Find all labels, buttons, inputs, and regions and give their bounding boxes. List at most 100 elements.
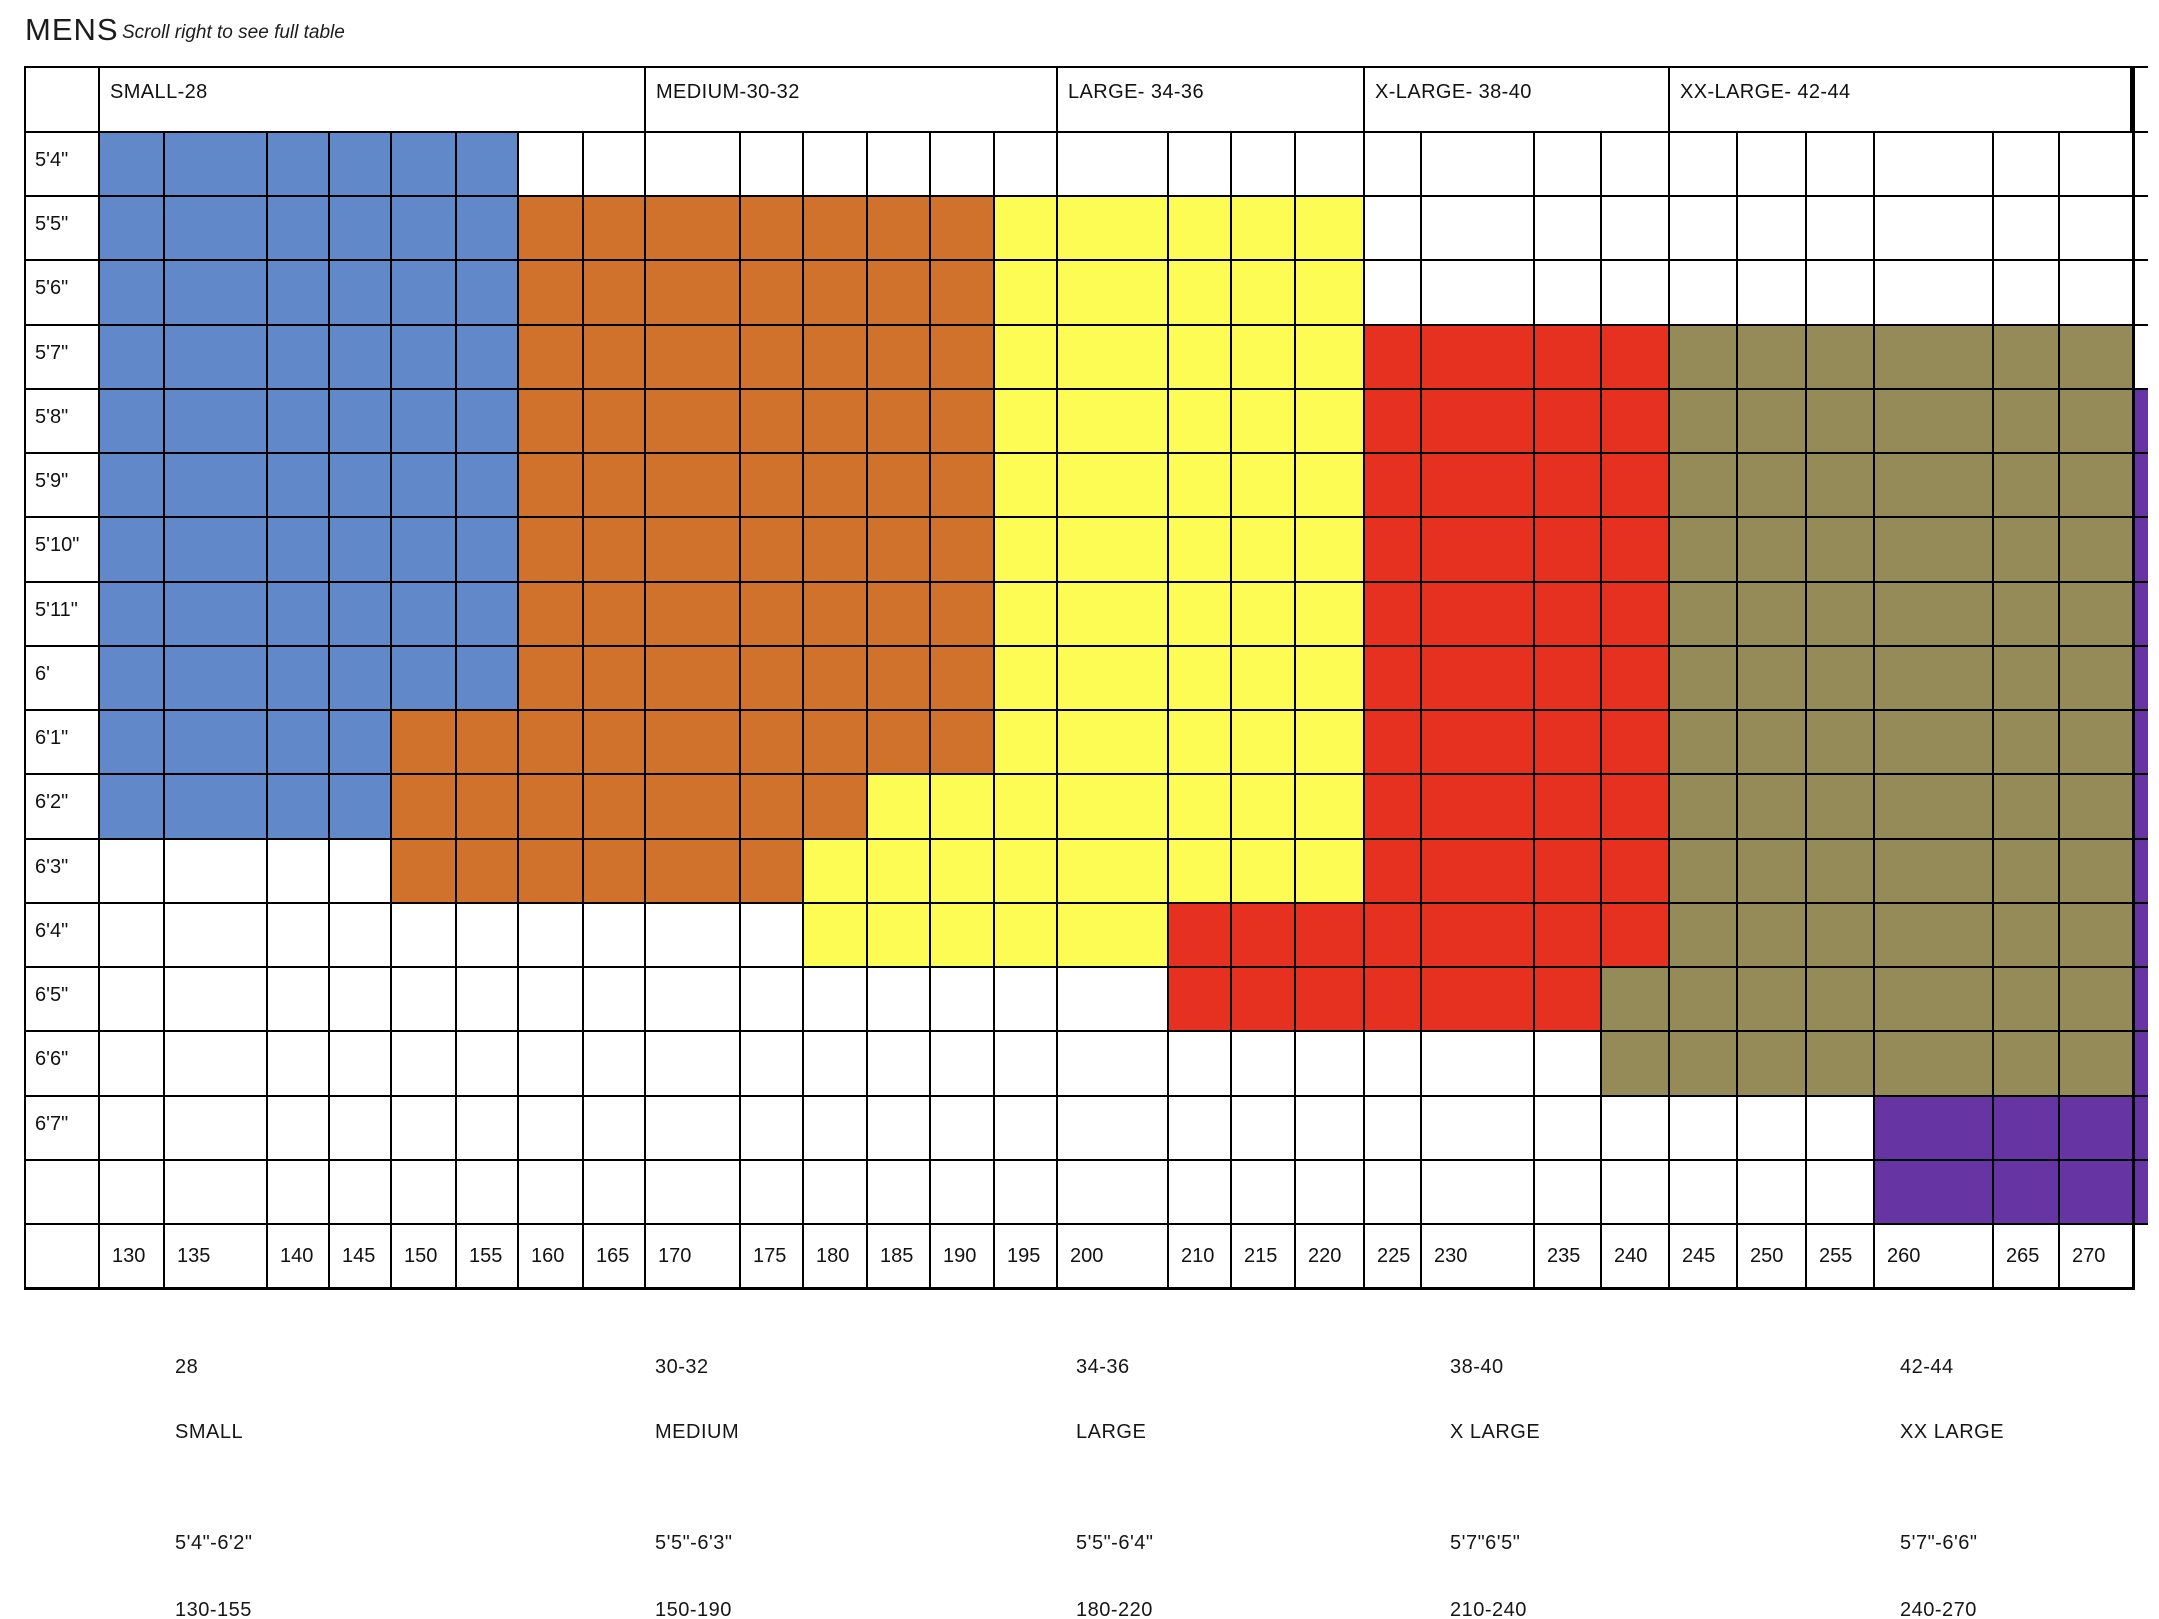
grid-cell bbox=[1875, 968, 1994, 1032]
grid-cell bbox=[741, 775, 804, 840]
grid-cell bbox=[1670, 840, 1738, 904]
grid-cell bbox=[1875, 711, 1994, 775]
grid-cell bbox=[457, 583, 519, 647]
grid-cell bbox=[165, 261, 268, 326]
weight-column-label: 170 bbox=[646, 1225, 741, 1287]
grid-cell bbox=[584, 775, 646, 840]
grid-cell bbox=[1994, 904, 2060, 968]
grid-cell bbox=[1296, 711, 1365, 775]
grid-cell bbox=[804, 840, 868, 904]
grid-cell bbox=[868, 840, 931, 904]
grid-cell bbox=[1994, 711, 2060, 775]
legend-size-name: XX LARGE bbox=[1900, 1421, 2005, 1443]
grid-cell bbox=[1296, 326, 1365, 390]
grid-cell bbox=[931, 647, 995, 711]
grid-cell bbox=[1738, 390, 1807, 454]
grid-cell bbox=[1875, 197, 1994, 261]
grid-cell bbox=[268, 968, 330, 1032]
grid-cell bbox=[1169, 904, 1232, 968]
grid-cell bbox=[1535, 454, 1602, 518]
grid-cell bbox=[100, 390, 165, 454]
grid-cell bbox=[1807, 1032, 1875, 1097]
grid-cell bbox=[1296, 968, 1365, 1032]
grid-cell bbox=[1535, 326, 1602, 390]
grid-cell bbox=[457, 904, 519, 968]
grid-cell bbox=[1365, 583, 1422, 647]
legend-weight-range: 240-270 bbox=[1900, 1599, 1977, 1619]
grid-cell bbox=[1807, 647, 1875, 711]
grid-cell bbox=[1535, 775, 1602, 840]
grid-cell bbox=[2060, 261, 2132, 326]
weight-column-label: 145 bbox=[330, 1225, 392, 1287]
grid-cell bbox=[1365, 647, 1422, 711]
grid-cell bbox=[931, 133, 995, 197]
weight-column-label: 175 bbox=[741, 1225, 804, 1287]
grid-cell bbox=[1602, 1032, 1670, 1097]
grid-cell bbox=[995, 1097, 1058, 1161]
grid-cell bbox=[1875, 261, 1994, 326]
grid-cell bbox=[1602, 454, 1670, 518]
weight-column-label: 210 bbox=[1169, 1225, 1232, 1287]
grid-cell bbox=[330, 711, 392, 775]
grid-cell bbox=[1535, 1097, 1602, 1161]
grid-cell bbox=[1169, 133, 1232, 197]
grid-cell bbox=[741, 1097, 804, 1161]
grid-cell bbox=[646, 583, 741, 647]
grid-cell bbox=[804, 711, 868, 775]
grid-cell bbox=[1365, 1097, 1422, 1161]
grid-cell bbox=[268, 326, 330, 390]
grid-cell bbox=[268, 840, 330, 904]
grid-cell bbox=[330, 518, 392, 583]
grid-cell bbox=[1422, 1032, 1535, 1097]
grid-cell bbox=[804, 647, 868, 711]
grid-cell bbox=[165, 326, 268, 390]
height-row-label: 5'6" bbox=[26, 261, 100, 326]
grid-cell bbox=[519, 133, 584, 197]
grid-cell bbox=[868, 133, 931, 197]
grid-cell bbox=[392, 1161, 457, 1225]
weight-column-label: 215 bbox=[1232, 1225, 1296, 1287]
grid-cell bbox=[1670, 904, 1738, 968]
grid-cell bbox=[165, 454, 268, 518]
grid-cell bbox=[165, 1097, 268, 1161]
grid-cell bbox=[1296, 133, 1365, 197]
grid-cell bbox=[1296, 390, 1365, 454]
grid-cell bbox=[1058, 197, 1169, 261]
grid-cell bbox=[1535, 1032, 1602, 1097]
grid-cell bbox=[1602, 1097, 1670, 1161]
grid-cell bbox=[584, 1161, 646, 1225]
grid-cell bbox=[804, 583, 868, 647]
grid-cell bbox=[165, 133, 268, 197]
grid-cell bbox=[1875, 647, 1994, 711]
grid-cell bbox=[1365, 1032, 1422, 1097]
legend-weight-range: 180-220 bbox=[1076, 1599, 1153, 1619]
grid-cell bbox=[646, 518, 741, 583]
grid-cell bbox=[1535, 583, 1602, 647]
grid-cell bbox=[1994, 133, 2060, 197]
grid-cell bbox=[1422, 390, 1535, 454]
grid-cell bbox=[1422, 775, 1535, 840]
grid-cell bbox=[931, 904, 995, 968]
grid-cell bbox=[804, 326, 868, 390]
grid-cell bbox=[519, 1032, 584, 1097]
grid-cell bbox=[165, 711, 268, 775]
grid-cell bbox=[868, 1032, 931, 1097]
grid-cell bbox=[1365, 904, 1422, 968]
partial-next-size-column bbox=[2135, 454, 2148, 518]
grid-cell bbox=[804, 261, 868, 326]
grid-cell bbox=[457, 390, 519, 454]
grid-cell bbox=[1058, 454, 1169, 518]
grid-cell bbox=[519, 390, 584, 454]
weight-column-label: 135 bbox=[165, 1225, 268, 1287]
height-row-label: 5'11" bbox=[26, 583, 100, 647]
grid-cell bbox=[1296, 197, 1365, 261]
grid-cell bbox=[457, 133, 519, 197]
grid-cell bbox=[1807, 454, 1875, 518]
grid-cell bbox=[804, 390, 868, 454]
grid-cell bbox=[995, 197, 1058, 261]
grid-cell bbox=[1232, 133, 1296, 197]
grid-cell bbox=[868, 1161, 931, 1225]
grid-cell bbox=[1738, 1032, 1807, 1097]
grid-cell bbox=[868, 647, 931, 711]
